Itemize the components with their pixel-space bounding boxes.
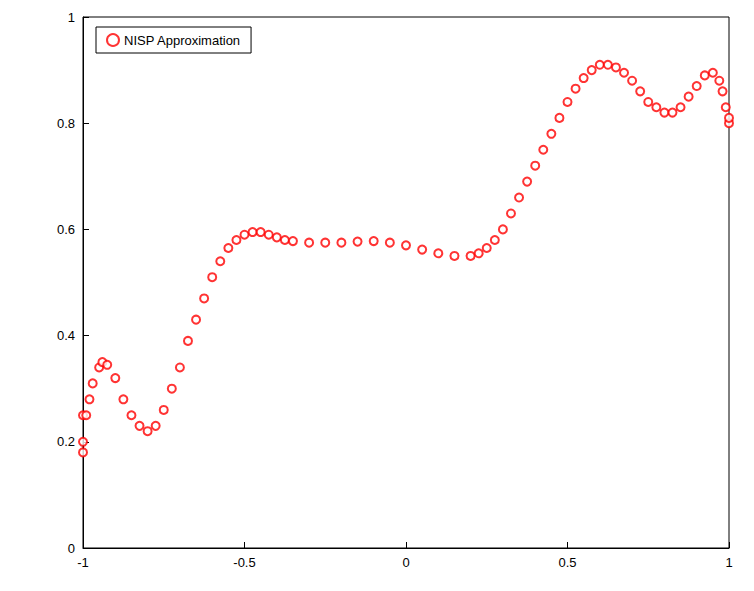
svg-text:1: 1 (68, 10, 75, 25)
svg-text:0.6: 0.6 (57, 222, 75, 237)
svg-text:0.8: 0.8 (57, 116, 75, 131)
svg-text:-1: -1 (77, 555, 89, 570)
svg-text:1: 1 (725, 555, 732, 570)
svg-text:0.4: 0.4 (57, 328, 75, 343)
svg-text:NISP Approximation: NISP Approximation (124, 33, 240, 48)
svg-text:0.5: 0.5 (558, 555, 576, 570)
svg-text:0: 0 (402, 555, 409, 570)
svg-text:-0.5: -0.5 (233, 555, 255, 570)
svg-text:0.2: 0.2 (57, 434, 75, 449)
svg-text:0: 0 (68, 541, 75, 556)
